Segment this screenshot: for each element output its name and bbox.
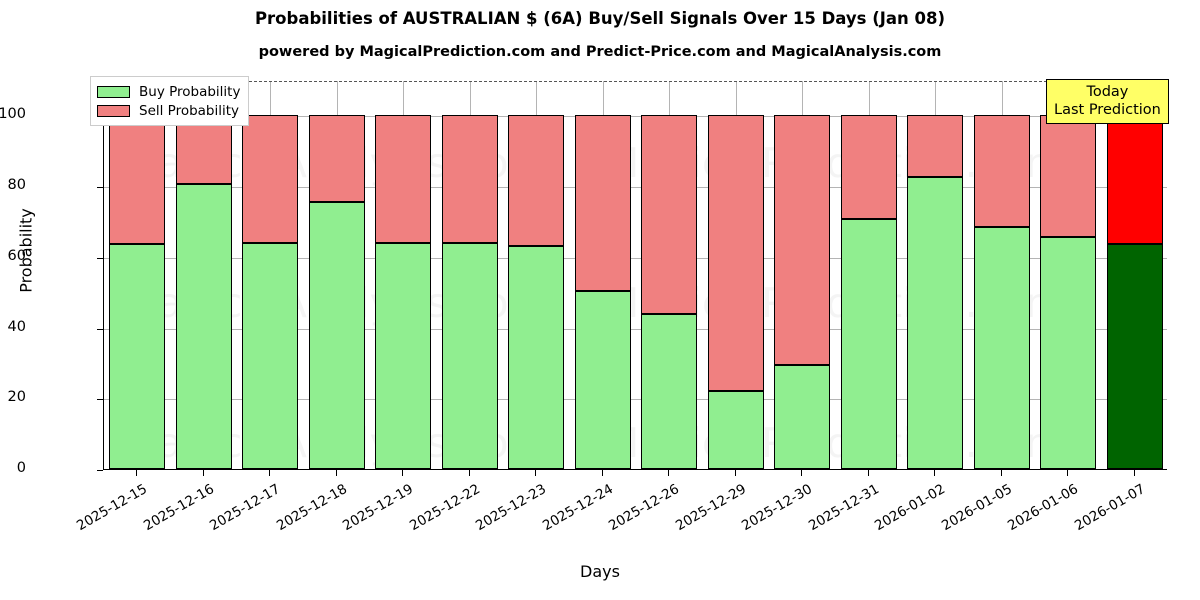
y-tick-mark: [97, 257, 103, 259]
bar-segment-sell[interactable]: [175, 115, 232, 185]
x-tick-mark: [402, 470, 404, 476]
today-label: Today: [1086, 84, 1129, 100]
bar-segment-buy[interactable]: [109, 244, 166, 469]
bar-segment-buy[interactable]: [707, 391, 764, 469]
bar-group[interactable]: [707, 81, 764, 469]
bar-segment-buy[interactable]: [375, 242, 432, 469]
bar-group[interactable]: [1106, 81, 1163, 469]
bar-segment-buy[interactable]: [774, 364, 831, 469]
x-tick-mark: [867, 470, 869, 476]
legend-label: Buy Probability: [139, 83, 241, 100]
x-tick-mark: [136, 470, 138, 476]
bar-group[interactable]: [441, 81, 498, 469]
last-prediction-label: Last Prediction: [1054, 102, 1161, 118]
y-tick-label: 80: [7, 177, 26, 194]
y-gridline: [104, 116, 1167, 118]
bar-segment-buy[interactable]: [1040, 237, 1097, 469]
y-tick-mark: [97, 399, 103, 401]
x-tick-mark: [668, 470, 670, 476]
legend-swatch: [97, 85, 130, 98]
bar-segment-sell[interactable]: [242, 115, 299, 243]
today-annotation: Today Last Prediction: [1046, 79, 1169, 124]
bar-segment-buy[interactable]: [907, 177, 964, 469]
y-tick-label: 20: [7, 389, 26, 406]
y-tick-label: 100: [0, 106, 26, 123]
bar-segment-sell[interactable]: [774, 115, 831, 365]
bar-segment-buy[interactable]: [242, 242, 299, 469]
legend-swatch: [97, 104, 130, 117]
y-gridline: [104, 257, 1167, 259]
bar-group[interactable]: [375, 81, 432, 469]
y-tick-label: 60: [7, 247, 26, 264]
bar-segment-sell[interactable]: [1040, 115, 1097, 238]
bar-segment-sell[interactable]: [1106, 115, 1163, 245]
x-tick-mark: [535, 470, 537, 476]
bar-group[interactable]: [109, 81, 166, 469]
y-tick-mark: [97, 328, 103, 330]
bar-segment-buy[interactable]: [308, 202, 365, 469]
bar-segment-buy[interactable]: [641, 314, 698, 469]
bar-segment-buy[interactable]: [441, 242, 498, 469]
x-tick-mark: [468, 470, 470, 476]
bar-segment-buy[interactable]: [175, 184, 232, 469]
chart-subtitle: powered by MagicalPrediction.com and Pre…: [258, 44, 942, 60]
bar-segment-sell[interactable]: [508, 115, 565, 247]
chart-legend: Buy Probability Sell Probability: [90, 76, 250, 126]
bar-group[interactable]: [973, 81, 1030, 469]
bar-group[interactable]: [508, 81, 565, 469]
y-tick-label: 40: [7, 318, 26, 335]
x-axis-label: Days: [580, 562, 620, 581]
x-tick-mark: [1000, 470, 1002, 476]
bar-group[interactable]: [907, 81, 964, 469]
bar-segment-sell[interactable]: [840, 115, 897, 219]
x-tick-mark: [601, 470, 603, 476]
bar-group[interactable]: [840, 81, 897, 469]
threshold-line: [104, 81, 1167, 82]
bar-segment-buy[interactable]: [973, 226, 1030, 469]
x-tick-mark: [801, 470, 803, 476]
bar-group[interactable]: [574, 81, 631, 469]
y-gridline: [104, 328, 1167, 330]
bar-segment-sell[interactable]: [973, 115, 1030, 227]
bar-group[interactable]: [242, 81, 299, 469]
bar-group[interactable]: [641, 81, 698, 469]
bar-segment-sell[interactable]: [109, 115, 166, 245]
bar-segment-sell[interactable]: [441, 115, 498, 243]
bar-group[interactable]: [774, 81, 831, 469]
y-tick-label: 0: [16, 460, 26, 476]
x-tick-mark: [1067, 470, 1069, 476]
x-tick-mark: [202, 470, 204, 476]
bar-group[interactable]: [1040, 81, 1097, 469]
bar-group[interactable]: [175, 81, 232, 469]
y-tick-mark: [97, 470, 103, 472]
x-tick-mark: [734, 470, 736, 476]
bar-segment-buy[interactable]: [508, 246, 565, 469]
bar-segment-sell[interactable]: [375, 115, 432, 243]
bar-segment-buy[interactable]: [1106, 244, 1163, 469]
chart-title: Probabilities of AUSTRALIAN $ (6A) Buy/S…: [254, 9, 946, 28]
x-tick-mark: [269, 470, 271, 476]
legend-label: Sell Probability: [139, 102, 240, 119]
bar-segment-buy[interactable]: [840, 218, 897, 469]
bar-segment-buy[interactable]: [574, 291, 631, 469]
y-gridline: [104, 187, 1167, 189]
plot-inner: MagicalAnalysis.comMagicalAnalysis.comMa…: [104, 81, 1167, 469]
legend-item[interactable]: Buy Probability: [97, 82, 240, 101]
x-tick-mark: [335, 470, 337, 476]
x-tick-mark: [934, 470, 936, 476]
plot-area: MagicalAnalysis.comMagicalAnalysis.comMa…: [103, 81, 1167, 470]
bar-segment-sell[interactable]: [707, 115, 764, 392]
bar-group[interactable]: [308, 81, 365, 469]
y-tick-mark: [97, 187, 103, 189]
x-tick-mark: [1133, 470, 1135, 476]
bar-segment-sell[interactable]: [907, 115, 964, 178]
y-gridline: [104, 399, 1167, 401]
legend-item[interactable]: Sell Probability: [97, 101, 240, 120]
bar-segment-sell[interactable]: [574, 115, 631, 292]
bar-segment-sell[interactable]: [641, 115, 698, 315]
bar-segment-sell[interactable]: [308, 115, 365, 203]
